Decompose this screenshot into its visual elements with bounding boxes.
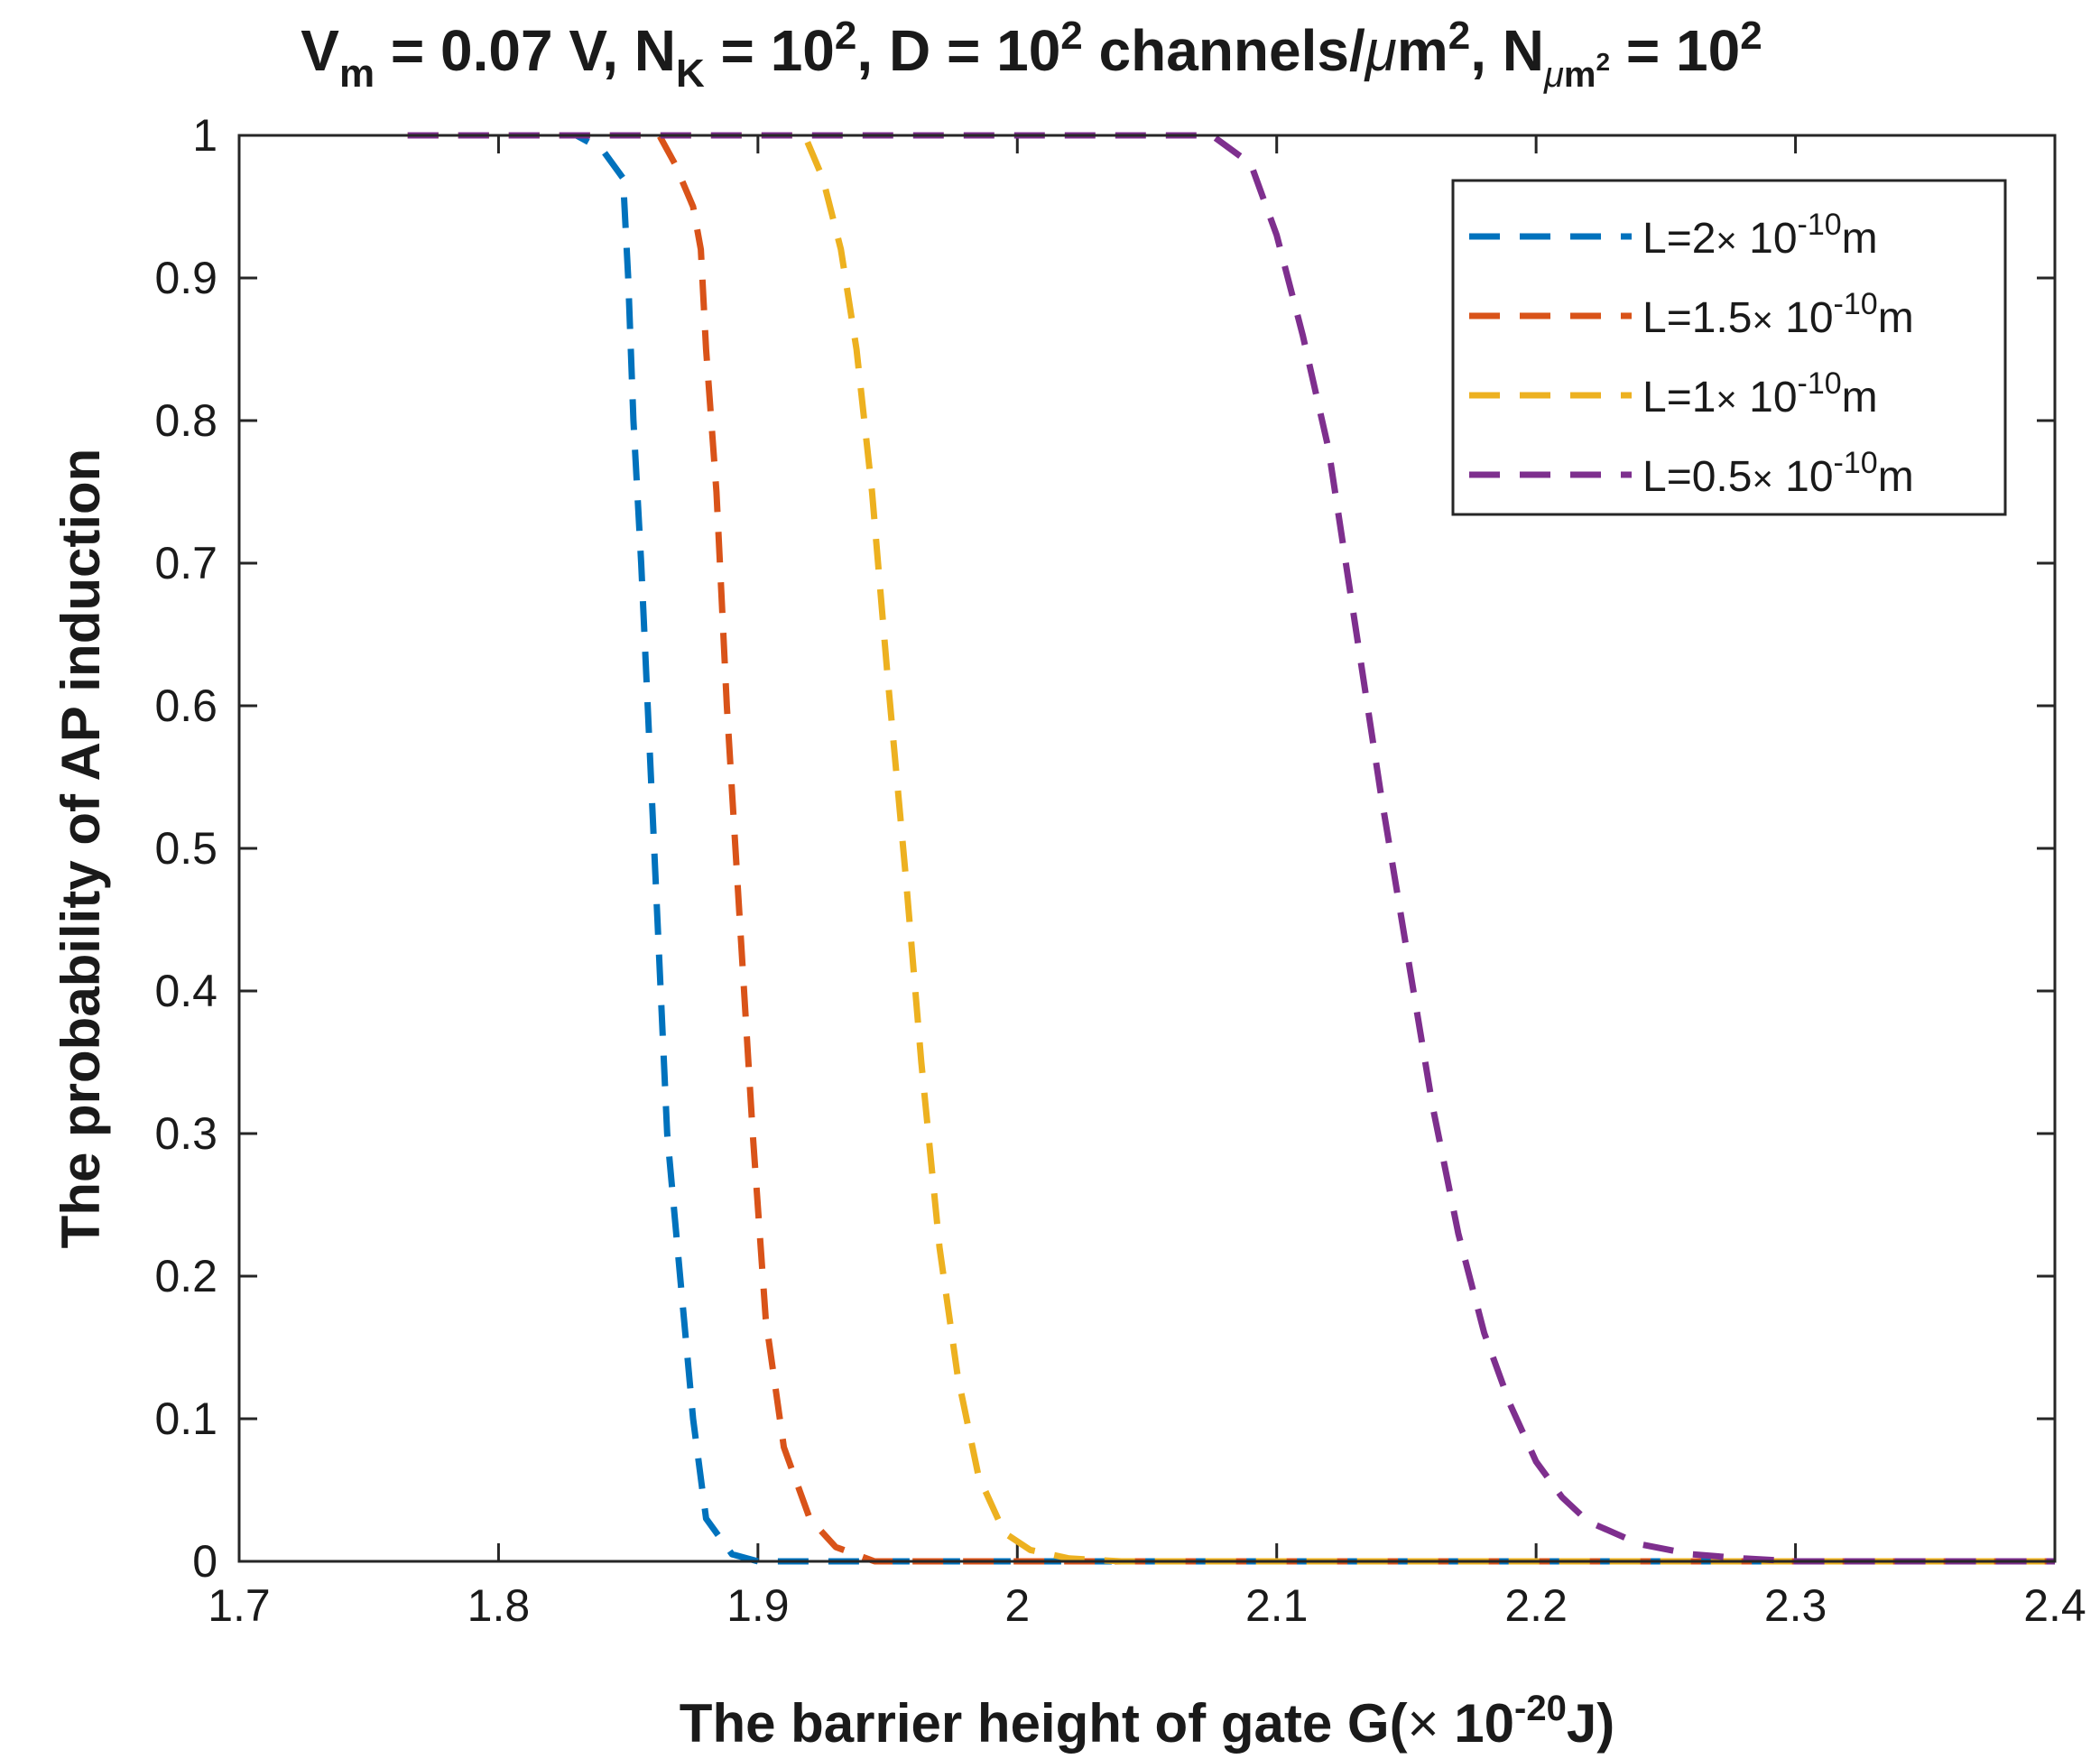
legend-label-part: 10 [1773,453,1834,501]
y-tick-label: 0.3 [154,1108,217,1159]
y-tick-label: 0.4 [154,966,217,1016]
legend-label-4: L=0.5× 10-10m [1642,446,1914,501]
y-tick-label: 0.8 [154,395,217,446]
title-sub-mu-6: μ [1543,55,1564,95]
legend-label-part: -10 [1834,446,1878,480]
x-tick-label: 2.1 [1245,1580,1309,1631]
title-sup-4: 2 [1060,14,1082,58]
legend-label-part: 10 [1773,294,1834,342]
legend-label-part: m [1842,215,1878,263]
y-tick-label: 0.6 [154,680,217,731]
legend-label-part: × [1752,301,1772,340]
legend-label-part: L=0.5 [1642,453,1752,501]
title-m-5: m [1397,18,1448,83]
title-part-1: V [301,18,339,83]
x-axis-label-main: The barrier height of gate G( [680,1693,1408,1754]
y-tick-label: 0.7 [154,538,217,588]
legend-label-part: × [1716,380,1736,420]
title-part-2: = 0.07 V, N [375,18,676,83]
title-part-7: = 10 [1610,18,1740,83]
y-tick-label: 0.5 [154,823,217,874]
plot-area-frame [237,134,2057,1563]
y-tick-label: 0.1 [154,1393,217,1444]
x-tick-label: 2.3 [1764,1580,1827,1631]
y-axis-label: The probability of AP induction [51,449,111,1249]
title-part-5: channels/ [1083,18,1365,83]
legend-label-part: -10 [1798,208,1842,242]
chart-title: Vm = 0.07 V, NK = 102, D = 102 channels/… [301,14,1762,96]
legend-label-1: L=2× 10-10m [1642,208,1878,263]
series-group [407,132,2055,1565]
legend-label-part: 10 [1737,374,1798,421]
y-tick-label: 0.9 [154,253,217,303]
legend-label-2: L=1.5× 10-10m [1642,287,1914,342]
series-line-3 [407,132,2055,1565]
series-line-1 [407,132,2055,1565]
title-sub-2: K [676,51,705,96]
legend-label-part: L=1 [1642,374,1716,421]
title-sup-7: 2 [1740,14,1762,58]
x-tick-label: 2 [1004,1580,1030,1631]
legend-label-part: m [1878,294,1914,342]
x-tick-label: 2.4 [2023,1580,2086,1631]
title-sub-sup-6: 2 [1596,48,1611,76]
series-line-2 [407,132,2055,1565]
x-axis-label: The barrier height of gate G(× 10-20J) [680,1689,1614,1754]
x-tick-label: 1.9 [726,1580,790,1631]
legend-label-part: 10 [1737,215,1798,263]
title-part-6: , N [1470,18,1544,83]
legend-label-part: -10 [1834,287,1878,321]
legend-label-part: -10 [1798,366,1842,401]
legend-label-part: × [1752,459,1772,499]
y-tick-label: 0.2 [154,1251,217,1301]
x-tick-label: 1.7 [208,1580,271,1631]
title-sub-m-6: m [1564,55,1596,95]
y-tick-label: 0 [192,1536,217,1587]
legend-label-part: m [1842,374,1878,421]
legend-label-part: L=1.5 [1642,294,1752,342]
title-sup-3: 2 [835,14,856,58]
title-part-3: = 10 [705,18,835,83]
x-tick-label: 1.8 [467,1580,531,1631]
x-tick-label: 2.2 [1504,1580,1568,1631]
legend-label-part: L=2 [1642,215,1716,263]
x-axis-label-unit: J) [1567,1693,1614,1754]
title-part-4: , D = 10 [856,18,1060,83]
series-line-4 [407,132,2055,1565]
legend-label-part: × [1716,221,1736,261]
title-mu-5: μ [1364,18,1397,83]
axis-ticks: 1.7 1.8 1.9 2 2.1 2.2 2.3 2.4 0 0.1 0.2 0.3 0.4 0.5 0.… [154,110,2086,1631]
x-axis-label-base: 10 [1439,1693,1514,1754]
x-axis-label-times: × [1408,1693,1439,1754]
legend-label-part: m [1878,453,1914,501]
legend-label-3: L=1× 10-10m [1642,366,1878,421]
title-sub-1: m [339,51,375,96]
y-tick-label: 1 [192,110,217,161]
title-sup-5: 2 [1448,14,1470,58]
x-axis-label-exp: -20 [1514,1689,1567,1728]
